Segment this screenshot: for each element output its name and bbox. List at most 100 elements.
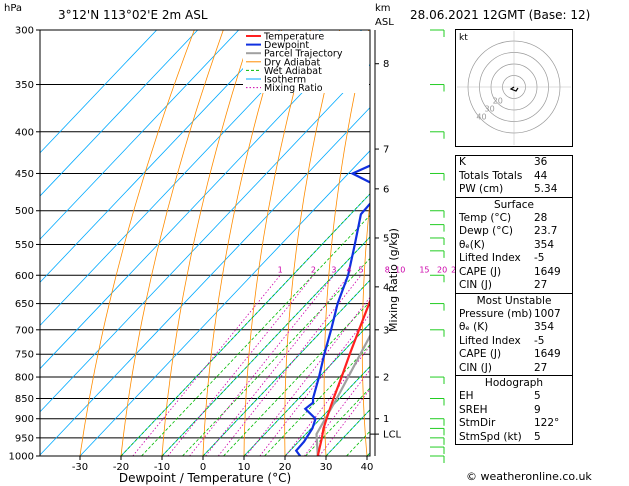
isotherm-line — [40, 106, 370, 456]
surface-value: 354 — [534, 238, 555, 251]
most-unstable-value: 27 — [534, 361, 548, 374]
pressure-tick-label: 850 — [15, 394, 34, 405]
hodograph-stat-value: 5 — [534, 430, 541, 443]
hodograph-table-title: Hodograph — [484, 377, 544, 389]
mixing-ratio-label: 20 — [437, 265, 447, 274]
index-row: Totals Totals 44 — [456, 170, 572, 184]
most-unstable-row: θₑ (K) 354 — [456, 321, 572, 335]
mixing-ratio-label: 10 — [395, 265, 405, 274]
legend-entry: Wet Adiabat — [264, 66, 322, 77]
temperature-tick-label: 30 — [320, 462, 333, 473]
pressure-tick-label: 450 — [15, 169, 34, 180]
index-label: Totals Totals — [459, 169, 523, 182]
altitude-tick-label: 1 — [383, 414, 389, 425]
mixing-ratio-line — [217, 275, 362, 456]
pressure-tick-label: 550 — [15, 240, 34, 251]
isotherm-line — [366, 452, 370, 456]
surface-value: 27 — [534, 279, 548, 291]
wind-barbs — [430, 29, 445, 463]
isotherm-line — [40, 63, 370, 413]
pressure-tick-label: 700 — [15, 325, 34, 336]
hodograph-unit-label: kt — [459, 33, 468, 43]
pressure-tick-label: 900 — [15, 414, 34, 425]
index-row: PW (cm) 5.34 — [456, 183, 572, 197]
pressure-tick-label: 600 — [15, 271, 34, 282]
hodograph-ring-label: 30 — [485, 104, 495, 113]
legend-box — [243, 31, 369, 93]
hodograph-stat-value: 5 — [534, 390, 541, 402]
hodograph-stat-value: 122° — [534, 417, 560, 429]
y-axis-label: Mixing Ratio (g/kg) — [387, 228, 400, 332]
most-unstable-row: Lifted Index -5 — [456, 335, 572, 349]
legend-entry: Temperature — [263, 32, 324, 43]
most-unstable-label: CIN (J) — [459, 361, 492, 374]
isotherm-line — [40, 30, 240, 240]
index-label: PW (cm) — [459, 183, 504, 195]
pressure-tick-label: 350 — [15, 80, 34, 91]
temperature-tick-label: 40 — [361, 462, 374, 473]
skewt-axes: 3003504004505005506006507007508008509009… — [9, 26, 455, 474]
wet-adiabat-line — [161, 236, 370, 456]
surface-row: Dewp (°C) 23.7 — [456, 225, 572, 239]
dry-adiabat-line — [202, 30, 282, 456]
surface-label: Dewp (°C) — [459, 225, 513, 237]
temperature-tick-label: -10 — [154, 462, 170, 473]
legend-entry: Dry Adiabat — [264, 57, 321, 68]
hodograph-stat-label: SREH — [459, 403, 488, 416]
wet-adiabat-line — [120, 193, 370, 456]
surface-value: 23.7 — [534, 225, 558, 237]
surface-label: CAPE (J) — [459, 265, 502, 278]
lcl-label: LCL — [383, 430, 402, 441]
surface-label: Temp (°C) — [459, 211, 512, 224]
legend-entry: Mixing Ratio — [264, 83, 323, 94]
index-value: 44 — [534, 169, 548, 182]
temperature-tick-label: -30 — [72, 462, 88, 473]
most-unstable-label: CAPE (J) — [459, 348, 502, 360]
wet-adiabat-line — [141, 214, 370, 456]
altitude-tick-label: 6 — [383, 184, 389, 195]
altitude-tick-label: 4 — [383, 282, 389, 293]
most-unstable-title: Most Unstable — [476, 294, 552, 307]
dry-adiabat-line — [284, 30, 341, 456]
mixing-ratio-label: 15 — [419, 265, 429, 274]
surface-value: -5 — [534, 252, 545, 264]
surface-row: CIN (J) 27 — [456, 279, 572, 293]
most-unstable-row: Pressure (mb) 1007 — [456, 308, 572, 322]
dry-adiabat-line — [323, 30, 370, 456]
altitude-tick-label: 7 — [383, 145, 389, 156]
asl-label: ASL — [375, 17, 394, 28]
mixing-ratio-label: 2 — [311, 265, 316, 274]
dry-adiabat-line — [435, 0, 455, 456]
wet-adiabat-line — [202, 279, 370, 456]
hodograph-stat-row: EH 5 — [456, 390, 572, 404]
pressure-tick-label: 750 — [15, 350, 34, 361]
mixing-ratio-label: 3 — [331, 265, 336, 274]
hodograph-stat-row: SREH 9 — [456, 404, 572, 418]
surface-row: Lifted Index -5 — [456, 252, 572, 266]
most-unstable-value: 1007 — [534, 307, 561, 320]
copyright-label: © weatheronline.co.uk — [466, 470, 592, 483]
dry-adiabat-line — [161, 30, 253, 456]
plot-frame — [39, 29, 371, 457]
altitude-tick-label: 3 — [383, 325, 389, 336]
surface-title: Surface — [493, 198, 534, 211]
surface-row: CAPE (J) 1649 — [456, 266, 572, 280]
pressure-tick-label: 1000 — [9, 452, 34, 463]
altitude-tick-label: 5 — [383, 233, 389, 244]
pressure-tick-label: 300 — [15, 26, 34, 37]
mixing-ratio-line — [205, 275, 350, 456]
legend-entry: Parcel Trajectory — [264, 49, 343, 60]
temperature-tick-label: 20 — [279, 462, 292, 473]
legend-entry: Isotherm — [264, 75, 306, 86]
temperature-line — [316, 298, 370, 456]
km-label: km — [375, 3, 391, 14]
surface-label: Lifted Index — [459, 252, 521, 264]
surface-row: θₑ(K) 354 — [456, 239, 572, 253]
hodograph-ring-label: 20 — [493, 96, 503, 105]
index-value: 36 — [534, 156, 548, 168]
altitude-tick-label: 8 — [383, 59, 389, 70]
dry-adiabat-line — [120, 30, 224, 456]
